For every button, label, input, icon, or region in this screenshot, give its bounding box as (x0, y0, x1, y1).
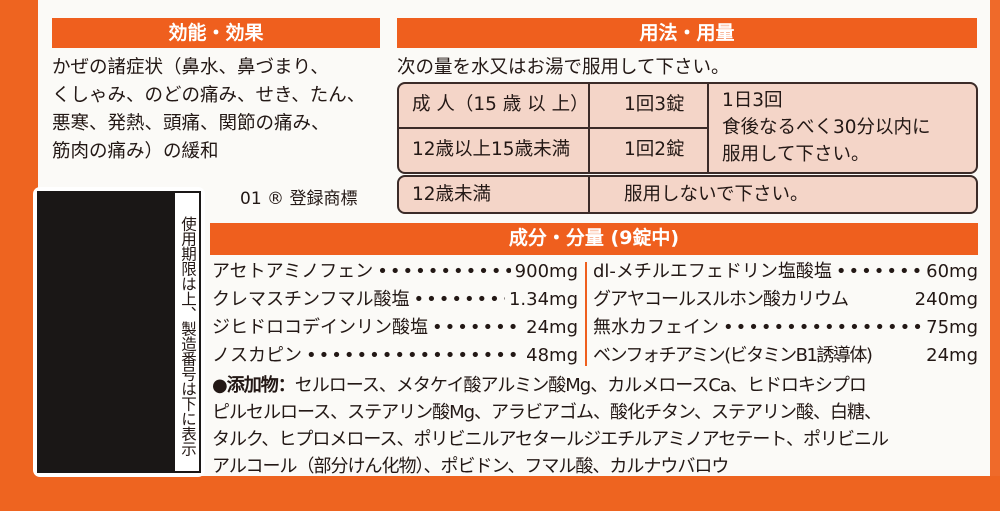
ingredient-amount: 48mg (526, 345, 578, 366)
ingredient-name: ジヒドロコデインリン酸塩 (212, 317, 428, 338)
lot-number-box: 使用期限は上、製造番号は下に表示 (33, 187, 205, 477)
dose-age: 12歳以上15歳未満 (412, 139, 571, 160)
ingredient-amount: 75mg (926, 317, 978, 338)
ingredient-amount: 24mg (926, 345, 978, 366)
column-divider (585, 262, 587, 366)
additives-line: アルコール（部分けん化物）、ポビドン、フマル酸、カルナウバロウ (212, 456, 729, 477)
ingredient-row: ジヒドロコデインリン酸塩••••••••••••••••••••24mg (212, 314, 578, 342)
divider (588, 176, 590, 213)
ingredient-amount: 1.34mg (508, 289, 578, 310)
ingredients-header: 成分・分量 (9錠中) (210, 223, 978, 255)
under12-row (397, 175, 978, 214)
additives-label: ●添加物： (212, 375, 296, 396)
ingredient-name: アセトアミノフェン (212, 261, 374, 282)
ingredient-row: dl-メチルエフェドリン塩酸塩••••••••••••••••••••60mg (593, 258, 978, 286)
ingredient-amount: 60mg (926, 261, 978, 282)
ingredient-name: 無水カフェイン (593, 317, 719, 338)
lot-label: 使用期限は上、製造番号は下に表示 (175, 191, 201, 473)
ingredient-name: dl-メチルエフェドリン塩酸塩 (593, 261, 832, 282)
dose-frequency: 服用して下さい。 (722, 144, 870, 165)
ingredient-row: アセトアミノフェン••••••••••••••••••••900mg (212, 258, 578, 286)
dose-frequency: 1日3回 (722, 90, 783, 111)
ingredient-name: ベンフォチアミン(ビタミンB1誘導体) (593, 345, 873, 366)
additives-line: タルク、ヒプロメロース、ポリビニルアセタールジエチルアミノアセテート、ポリビニル (212, 429, 889, 450)
ingredient-amount: 240mg (914, 289, 978, 310)
trademark-note: 01 ® 登録商標 (240, 189, 358, 209)
under12-age: 12歳未満 (412, 184, 492, 205)
additives-text: セルロース、メタケイ酸アルミン酸Mg、カルメロースCa、ヒドロキシプロ (294, 375, 867, 396)
efficacy-header: 効能・効果 (52, 18, 380, 48)
dose-amount: 1回2錠 (624, 139, 685, 160)
ingredient-name: ノスカピン (212, 345, 302, 366)
dosage-intro: 次の量を水又はお湯で服用して下さい。 (397, 57, 730, 78)
efficacy-line: くしゃみ、のどの痛み、せき、たん、 (52, 85, 366, 106)
ingredient-row: 無水カフェイン••••••••••••••••••••75mg (593, 314, 978, 342)
ingredient-row: ノスカピン••••••••••••••••••••48mg (212, 342, 578, 370)
under12-note: 服用しないで下さい。 (624, 184, 809, 205)
dose-frequency: 食後なるべく30分以内に (722, 117, 931, 138)
ingredient-row: ベンフォチアミン(ビタミンB1誘導体) 24mg (593, 342, 978, 370)
dose-age: 成 人（15 歳 以 上） (412, 94, 589, 115)
ingredient-name: グアヤコールスルホン酸カリウム (593, 289, 849, 310)
efficacy-line: かぜの諸症状（鼻水、鼻づまり、 (52, 57, 329, 78)
ingredient-row: グアヤコールスルホン酸カリウム 240mg (593, 286, 978, 314)
additives-line: ●添加物：セルロース、メタケイ酸アルミン酸Mg、カルメロースCa、ヒドロキシプロ (212, 372, 867, 399)
box-edge (990, 0, 1000, 476)
ingredient-amount: 900mg (514, 261, 578, 282)
ingredient-row: クレマスチンフマル酸塩••••••••••••••••••••1.34mg (212, 286, 578, 314)
efficacy-line: 筋肉の痛み）の緩和 (52, 141, 219, 162)
additives-line: ピルセルロース、ステアリン酸Mg、アラビアゴム、酸化チタン、ステアリン酸、白糖、 (212, 402, 882, 423)
efficacy-line: 悪寒、発熱、頭痛、関節の痛み、 (52, 113, 330, 134)
ingredient-amount: 24mg (526, 317, 578, 338)
dose-amount: 1回3錠 (624, 94, 685, 115)
divider (398, 127, 708, 129)
ingredient-name: クレマスチンフマル酸塩 (212, 289, 410, 310)
lot-print-area (37, 191, 175, 473)
divider (707, 83, 709, 173)
dosage-header: 用法・用量 (397, 18, 977, 48)
